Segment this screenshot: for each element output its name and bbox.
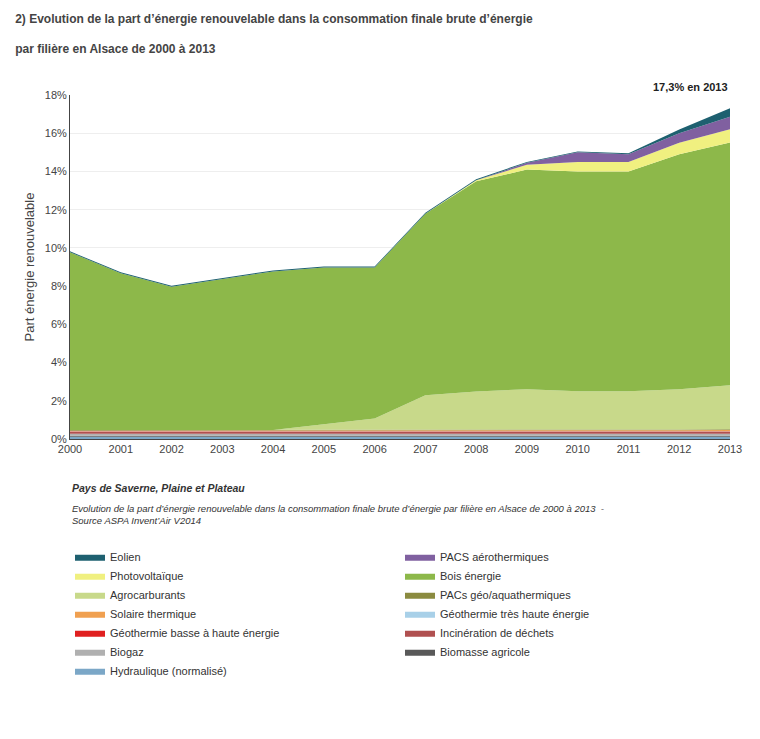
svg-text:12%: 12% <box>45 204 67 216</box>
svg-text:2006: 2006 <box>362 443 386 455</box>
svg-text:Biomasse agricole: Biomasse agricole <box>440 646 530 658</box>
svg-text:2010: 2010 <box>565 443 589 455</box>
svg-text:8%: 8% <box>51 280 67 292</box>
svg-text:Eolien: Eolien <box>110 551 141 563</box>
svg-text:2007: 2007 <box>413 443 437 455</box>
svg-text:2008: 2008 <box>464 443 488 455</box>
svg-text:Evolution de la part d’énergie: Evolution de la part d’énergie renouvela… <box>72 503 604 526</box>
svg-text:2002: 2002 <box>159 443 183 455</box>
svg-text:6%: 6% <box>51 318 67 330</box>
svg-text:2) Evolution de la part d’éner: 2) Evolution de la part d’énergie renouv… <box>15 12 533 26</box>
svg-text:2012: 2012 <box>667 443 691 455</box>
svg-text:10%: 10% <box>45 242 67 254</box>
svg-text:2003: 2003 <box>210 443 234 455</box>
svg-text:0%: 0% <box>51 433 67 445</box>
svg-text:2005: 2005 <box>312 443 336 455</box>
svg-text:Bois énergie: Bois énergie <box>440 570 501 582</box>
svg-text:Agrocarburants: Agrocarburants <box>110 589 186 601</box>
svg-text:Pays de Saverne, Plaine et Pla: Pays de Saverne, Plaine et Plateau <box>72 482 245 494</box>
svg-text:Part énergie renouvelable: Part énergie renouvelable <box>22 193 37 342</box>
svg-text:2000: 2000 <box>58 443 82 455</box>
svg-text:Géothermie très haute énergie: Géothermie très haute énergie <box>440 608 589 620</box>
svg-text:Hydraulique (normalisé): Hydraulique (normalisé) <box>110 665 227 677</box>
svg-text:Incinération de déchets: Incinération de déchets <box>440 627 554 639</box>
svg-text:14%: 14% <box>45 165 67 177</box>
svg-text:18%: 18% <box>45 89 67 101</box>
svg-text:2009: 2009 <box>515 443 539 455</box>
svg-text:par filière en Alsace de 2000: par filière en Alsace de 2000 à 2013 <box>15 42 216 56</box>
svg-text:2004: 2004 <box>261 443 285 455</box>
svg-text:Géothermie basse à haute énerg: Géothermie basse à haute énergie <box>110 627 279 639</box>
svg-text:Biogaz: Biogaz <box>110 646 144 658</box>
svg-text:16%: 16% <box>45 127 67 139</box>
svg-text:Solaire thermique: Solaire thermique <box>110 608 196 620</box>
svg-text:PACS aérothermiques: PACS aérothermiques <box>440 551 549 563</box>
svg-text:PACs géo/aquathermiques: PACs géo/aquathermiques <box>440 589 571 601</box>
svg-text:Photovoltaïque: Photovoltaïque <box>110 570 183 582</box>
svg-text:4%: 4% <box>51 356 67 368</box>
svg-text:2001: 2001 <box>109 443 133 455</box>
svg-text:2%: 2% <box>51 395 67 407</box>
svg-text:17,3% en 2013: 17,3% en 2013 <box>653 81 728 93</box>
svg-text:2011: 2011 <box>617 443 641 455</box>
svg-text:2013: 2013 <box>718 443 742 455</box>
